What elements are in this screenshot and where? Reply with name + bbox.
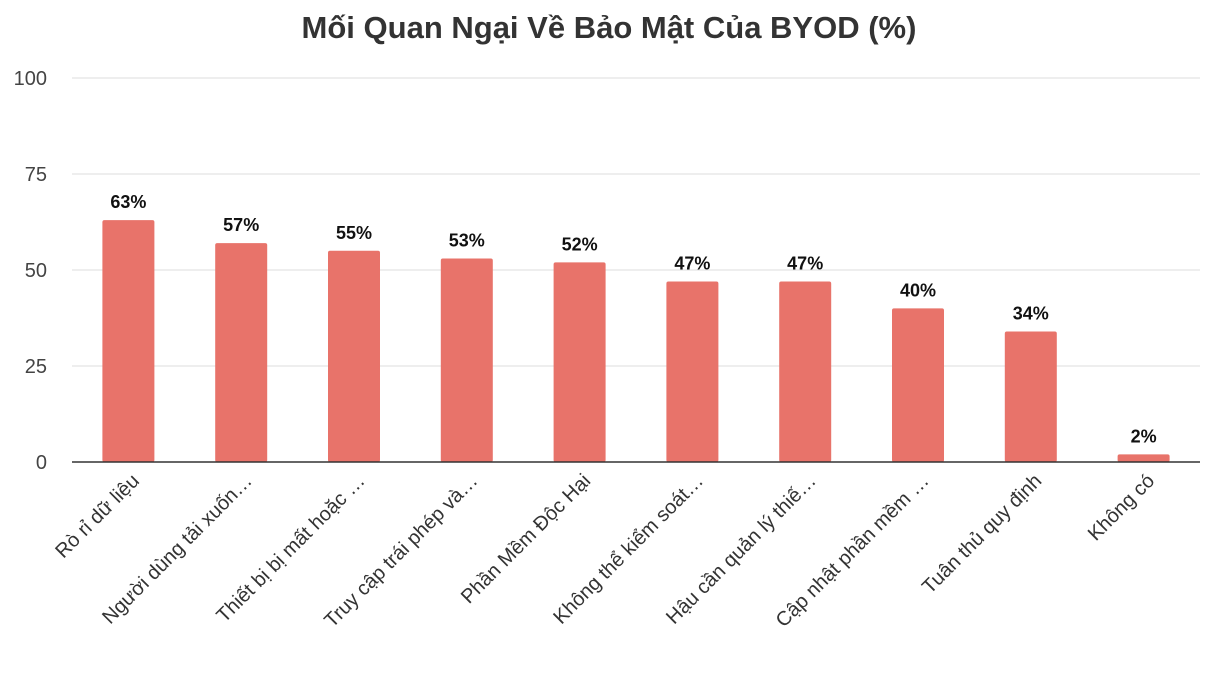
bar [553, 262, 606, 462]
y-tick-label: 50 [25, 260, 47, 282]
data-label: 40% [900, 280, 936, 300]
bar [892, 308, 944, 462]
data-label: 47% [674, 254, 710, 274]
bar [215, 243, 268, 462]
x-tick-label: Không có [1084, 470, 1159, 545]
y-axis-ticks: 0 25 50 75 100 [14, 68, 47, 474]
bar [779, 281, 832, 462]
y-tick-label: 100 [14, 68, 47, 90]
data-label: 63% [110, 192, 146, 212]
y-tick-label: 25 [25, 356, 47, 378]
bar [1004, 331, 1057, 462]
bar [666, 281, 719, 462]
data-label: 53% [449, 230, 485, 250]
y-tick-label: 0 [36, 452, 47, 474]
bar [440, 258, 493, 462]
data-label: 52% [562, 234, 598, 254]
bar [1117, 454, 1170, 462]
x-tick-label: Tuân thủ quy định [918, 470, 1046, 598]
data-label: 57% [223, 215, 259, 235]
bars [102, 220, 1170, 462]
bar [102, 220, 155, 462]
data-label: 47% [787, 254, 823, 274]
x-tick-label: Rò rỉ dữ liệu [51, 470, 144, 563]
y-tick-label: 75 [25, 164, 47, 186]
chart-title: Mối Quan Ngại Về Bảo Mật Của BYOD (%) [301, 10, 917, 45]
data-label: 2% [1131, 426, 1157, 446]
data-label: 34% [1013, 303, 1049, 323]
data-label: 55% [336, 223, 372, 243]
data-labels: 63% 57% 55% 53% 52% 47% 47% 40% 34% 2% [110, 192, 1156, 446]
bar [328, 250, 380, 462]
